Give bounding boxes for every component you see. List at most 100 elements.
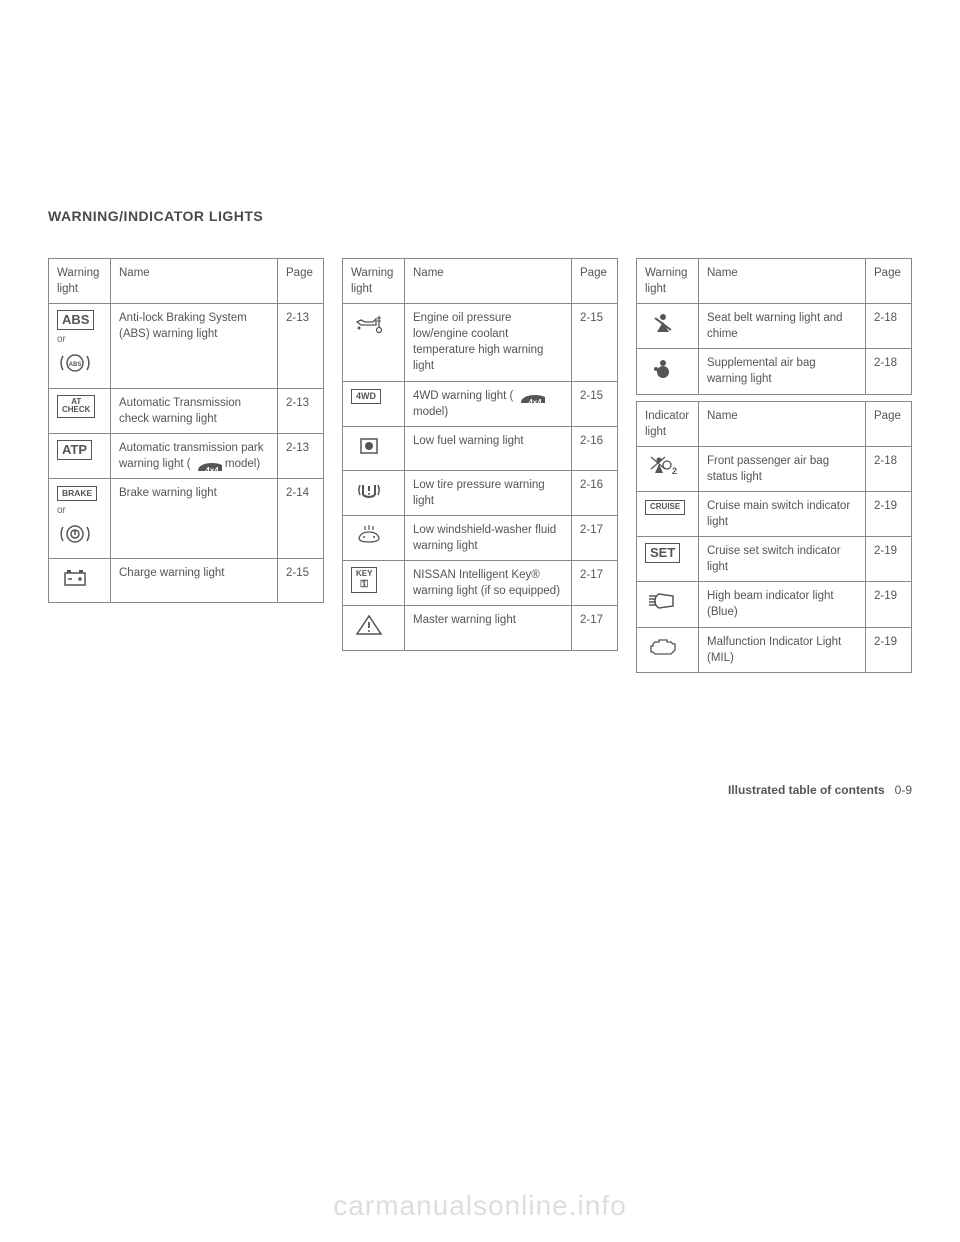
cell-page: 2-19 (866, 537, 912, 582)
icon-washer (343, 516, 405, 561)
cell-name: Front passenger air bag status light (699, 446, 866, 491)
column-3: Warning light Name Page Seat belt warnin… (636, 258, 912, 679)
columns-wrapper: Warning light Name Page ABS or Anti-lock… (0, 258, 960, 679)
cell-page: 2-15 (278, 559, 324, 603)
cell-name: Master warning light (405, 606, 572, 650)
cell-page: 2-14 (278, 478, 324, 558)
footer-page: 0-9 (895, 783, 912, 797)
lowfuel-icon (351, 433, 387, 459)
icon-atp: ATP (49, 433, 111, 478)
name-pre: 4WD warning light ( (413, 390, 513, 402)
cell-name: Anti-lock Braking System (ABS) warning l… (111, 304, 278, 388)
icon-oiltemp (343, 304, 405, 381)
icon-cruise: CRUISE (637, 491, 699, 536)
cell-page: 2-19 (866, 491, 912, 536)
cell-page: 2-19 (866, 582, 912, 627)
washer-icon (351, 522, 387, 548)
watermark: carmanualsonline.info (0, 1190, 960, 1222)
cell-page: 2-15 (572, 381, 618, 426)
th-name: Name (111, 259, 278, 304)
battery-icon (57, 565, 93, 591)
cell-name: NISSAN Intelligent Key® warning light (i… (405, 561, 572, 606)
table-row: Low tire pressure warning light 2-16 (343, 470, 618, 515)
table-row: Malfunction Indicator Light (MIL) 2-19 (637, 627, 912, 672)
name-post: model) (225, 458, 260, 470)
mil-icon (645, 634, 681, 660)
icon-battery (49, 559, 111, 603)
abs-circle-icon (57, 350, 93, 376)
seatbelt-icon (645, 310, 681, 336)
table-row: Engine oil pressure low/engine coolant t… (343, 304, 618, 381)
table-row: KEY ⚿ NISSAN Intelligent Key® warning li… (343, 561, 618, 606)
table-col3a: Warning light Name Page Seat belt warnin… (636, 258, 912, 395)
cell-name: Charge warning light (111, 559, 278, 603)
cell-name: Automatic Transmission check warning lig… (111, 388, 278, 433)
th-warning-light: Warning light (49, 259, 111, 304)
passairbag-icon (645, 453, 681, 479)
th-page: Page (866, 259, 912, 304)
table-row: ABS or Anti-lock Braking System (ABS) wa… (49, 304, 324, 388)
cell-page: 2-17 (572, 606, 618, 650)
atcheck-l1: AT (71, 397, 81, 406)
table-row: ATP Automatic transmission park warning … (49, 433, 324, 478)
column-2: Warning light Name Page Engine oil press… (342, 258, 618, 679)
4x4-icon (194, 457, 222, 471)
cell-page: 2-15 (572, 304, 618, 381)
th-page: Page (278, 259, 324, 304)
th-warning-light: Warning light (637, 259, 699, 304)
table-row: AT CHECK Automatic Transmission check wa… (49, 388, 324, 433)
brake-circle-icon (57, 521, 93, 547)
icon-master (343, 606, 405, 650)
4x4-icon (517, 389, 545, 403)
table-col2: Warning light Name Page Engine oil press… (342, 258, 618, 651)
icon-key: KEY ⚿ (343, 561, 405, 606)
th-page: Page (866, 401, 912, 446)
th-warning-light: Warning light (343, 259, 405, 304)
table-col3b: Indicator light Name Page Front passenge… (636, 401, 912, 673)
cell-page: 2-16 (572, 470, 618, 515)
icon-brake: BRAKE or (49, 478, 111, 558)
table-row: Seat belt warning light and chime 2-18 (637, 304, 912, 349)
cell-name: Low fuel warning light (405, 426, 572, 470)
table-row: Low fuel warning light 2-16 (343, 426, 618, 470)
th-name: Name (405, 259, 572, 304)
cell-name: Cruise set switch indicator light (699, 537, 866, 582)
page-title: WARNING/INDICATOR LIGHTS (48, 208, 263, 224)
key-label: KEY (356, 569, 372, 578)
abs-icon: ABS (57, 310, 94, 330)
cell-page: 2-13 (278, 433, 324, 478)
atcheck-icon: AT CHECK (57, 395, 95, 419)
cell-page: 2-18 (866, 304, 912, 349)
icon-highbeam (637, 582, 699, 627)
cell-name: Cruise main switch indicator light (699, 491, 866, 536)
icon-abs: ABS or (49, 304, 111, 388)
cell-page: 2-18 (866, 446, 912, 491)
table-row: SET Cruise set switch indicator light 2-… (637, 537, 912, 582)
brake-icon: BRAKE (57, 486, 97, 501)
cell-name: Seat belt warning light and chime (699, 304, 866, 349)
icon-passairbag (637, 446, 699, 491)
th-indicator-light: Indicator light (637, 401, 699, 446)
4wd-icon: 4WD (351, 389, 381, 405)
table-col1: Warning light Name Page ABS or Anti-lock… (48, 258, 324, 603)
table-row: BRAKE or Brake warning light 2-14 (49, 478, 324, 558)
tire-icon (351, 477, 387, 503)
table-row: CRUISE Cruise main switch indicator ligh… (637, 491, 912, 536)
cell-page: 2-19 (866, 627, 912, 672)
table-row: Low windshield-washer fluid warning ligh… (343, 516, 618, 561)
highbeam-icon (645, 588, 681, 614)
atcheck-l2: CHECK (62, 405, 90, 414)
airbag-icon (645, 355, 681, 381)
oiltemp-icon (351, 310, 387, 336)
footer: Illustrated table of contents 0-9 (728, 783, 912, 797)
footer-label: Illustrated table of contents (728, 783, 885, 797)
icon-airbag (637, 349, 699, 394)
th-name: Name (699, 401, 866, 446)
icon-lowfuel (343, 426, 405, 470)
cell-page: 2-17 (572, 561, 618, 606)
cell-name: Low windshield-washer fluid warning ligh… (405, 516, 572, 561)
set-icon: SET (645, 543, 680, 563)
table-row: Master warning light 2-17 (343, 606, 618, 650)
page-content: WARNING/INDICATOR LIGHTS Warning light N… (0, 258, 960, 679)
column-1: Warning light Name Page ABS or Anti-lock… (48, 258, 324, 679)
